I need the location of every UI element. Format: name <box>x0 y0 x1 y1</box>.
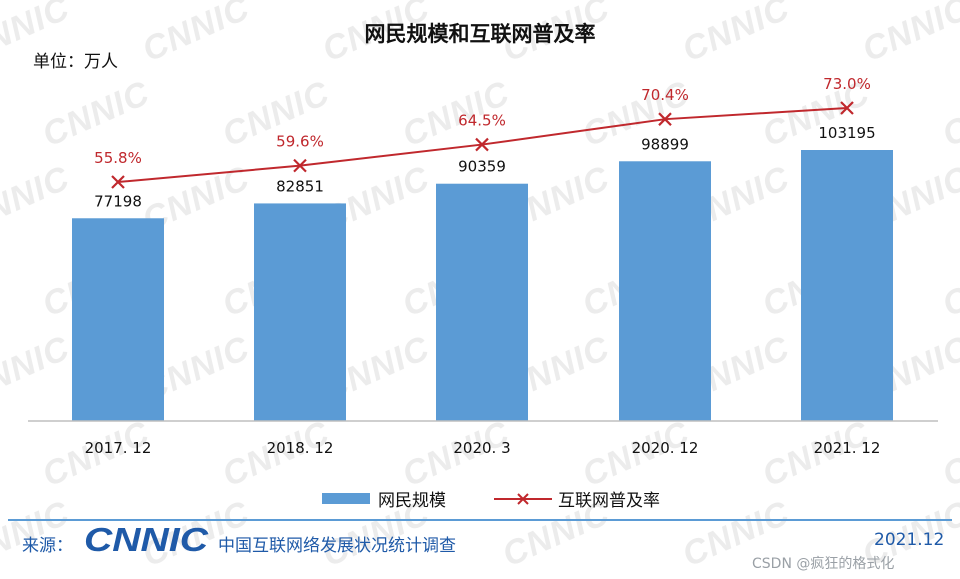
x-tick-label: 2020. 12 <box>632 439 699 457</box>
x-tick-label: 2017. 12 <box>85 439 152 457</box>
cnnic-logo: CNNIC <box>84 522 209 556</box>
rate-marker <box>293 158 307 173</box>
rate-value-label: 59.6% <box>276 133 324 151</box>
rate-value-label: 64.5% <box>458 112 506 130</box>
bar <box>72 218 164 421</box>
rate-marker <box>658 112 672 126</box>
footer-source-label: 来源： <box>22 536 73 556</box>
bar-value-label: 103195 <box>818 124 875 142</box>
bar <box>801 150 893 421</box>
legend-bar-swatch <box>322 493 370 504</box>
bar-value-label: 98899 <box>641 135 689 153</box>
rate-marker <box>111 175 125 189</box>
legend-item-bar: 网民规模 <box>322 486 446 511</box>
legend-line-swatch <box>494 492 552 505</box>
x-tick-label: 2020. 3 <box>453 439 510 457</box>
footer-org: 中国互联网络发展状况统计调查 <box>218 536 456 556</box>
labels-group: 77198 82851 90359 98899 103195 2017. 12 2018. … <box>85 75 881 457</box>
legend-item-line: 互联网普及率 <box>494 486 660 511</box>
legend-bar-label: 网民规模 <box>378 491 446 511</box>
csdn-credit: CSDN @疯狂的格式化 <box>752 556 895 572</box>
footer-date: 2021.12 <box>874 530 945 550</box>
bar <box>619 161 711 421</box>
unit-label: 单位：万人 <box>33 52 118 72</box>
rate-value-label: 73.0% <box>823 75 871 93</box>
legend: 网民规模 互联网普及率 <box>0 486 960 511</box>
bars-group <box>72 150 893 421</box>
rate-value-label: 70.4% <box>641 86 689 104</box>
rate-value-label: 55.8% <box>94 149 142 167</box>
chart-title: 网民规模和互联网普及率 <box>364 22 596 46</box>
x-tick-label: 2018. 12 <box>267 439 334 457</box>
bar-value-label: 82851 <box>276 177 324 195</box>
bar <box>436 183 528 421</box>
bar-value-label: 77198 <box>94 192 142 210</box>
x-tick-label: 2021. 12 <box>814 439 881 457</box>
line-group <box>111 101 854 189</box>
legend-line-label: 互联网普及率 <box>558 491 660 511</box>
svg-text:CNNIC: CNNIC <box>84 522 209 556</box>
rate-marker <box>840 101 854 115</box>
rate-marker <box>475 137 489 152</box>
footer-rule <box>8 519 952 521</box>
bar <box>254 203 346 421</box>
bar-value-label: 90359 <box>458 158 506 176</box>
